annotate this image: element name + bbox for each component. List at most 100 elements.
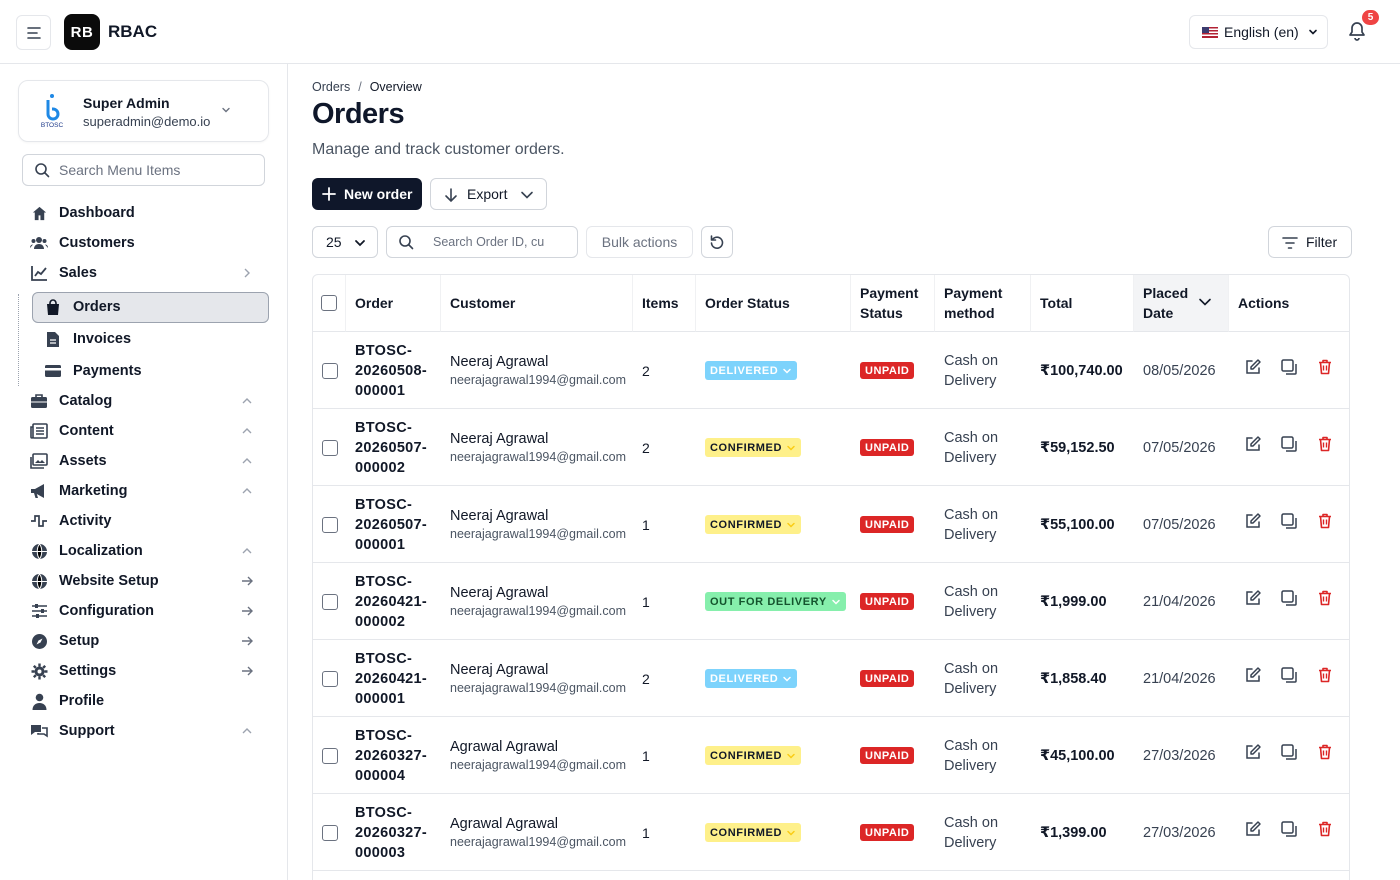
order-id[interactable]: BTOSC- 20260421- 000001 [355, 649, 427, 709]
sidebar-item-website-setup[interactable]: Website Setup [30, 569, 262, 593]
sidebar-item-profile[interactable]: Profile [30, 689, 262, 713]
menu-search-input[interactable]: Search Menu Items [22, 154, 265, 186]
refresh-button[interactable] [701, 226, 733, 258]
filter-button[interactable]: Filter [1268, 226, 1352, 258]
delete-icon[interactable] [1316, 666, 1334, 684]
table-row[interactable]: BTOSC- 20260421- 000001 Neeraj Agrawal neera… [313, 640, 1349, 717]
order-id-cell[interactable]: BTOSC- 20260327- 000003 [346, 794, 441, 871]
duplicate-icon[interactable] [1280, 743, 1298, 761]
order-status-dropdown[interactable]: CONFIRMED [705, 823, 802, 842]
table-row[interactable]: BTOSC- 20260507- 000001 Neeraj Agrawal neera… [313, 486, 1349, 563]
order-id[interactable]: BTOSC- 20260507- 000001 [355, 495, 427, 555]
order-status-dropdown[interactable]: OUT FOR DELIVERY [705, 592, 846, 611]
order-id-cell[interactable]: BTOSC- 20260508- 000001 [346, 332, 441, 409]
duplicate-icon[interactable] [1280, 512, 1298, 530]
order-status-dropdown[interactable]: CONFIRMED [705, 746, 802, 765]
user-card[interactable]: BTOSC Super Admin superadmin@demo.io [18, 80, 269, 142]
sidebar-item-assets[interactable]: Assets [30, 449, 262, 473]
per-page-select[interactable]: 25 [312, 226, 378, 258]
order-id[interactable]: BTOSC- 20260421- 000002 [355, 572, 427, 632]
delete-icon[interactable] [1316, 820, 1334, 838]
sidebar-item-invoices[interactable]: Invoices [44, 327, 131, 351]
sidebar-item-orders[interactable]: Orders [44, 295, 121, 319]
column-header-payment-method[interactable]: Payment method [935, 275, 1031, 332]
order-id-cell[interactable]: BTOSC- 20260507- 000001 [346, 486, 441, 563]
table-row[interactable]: BTOSC- 20260421- 000002 Neeraj Agrawal neera… [313, 563, 1349, 640]
edit-icon[interactable] [1244, 666, 1262, 684]
sidebar-item-configuration[interactable]: Configuration [30, 599, 262, 623]
duplicate-icon[interactable] [1280, 435, 1298, 453]
edit-icon[interactable] [1244, 743, 1262, 761]
sidebar-item-marketing[interactable]: Marketing [30, 479, 262, 503]
delete-icon[interactable] [1316, 358, 1334, 376]
column-header-customer[interactable]: Customer [441, 275, 633, 332]
row-checkbox[interactable] [321, 516, 338, 533]
column-header-payment-status[interactable]: Payment Status [851, 275, 935, 332]
sidebar-item-dashboard[interactable]: Dashboard [30, 201, 262, 225]
duplicate-icon[interactable] [1280, 358, 1298, 376]
duplicate-icon[interactable] [1280, 589, 1298, 607]
sidebar-item-settings[interactable]: Settings [30, 659, 262, 683]
images-icon [30, 452, 48, 470]
order-id[interactable]: BTOSC- 20260327- 000004 [355, 726, 427, 786]
delete-icon[interactable] [1316, 512, 1334, 530]
sidebar-item-sales[interactable]: Sales [30, 261, 262, 285]
order-search-input[interactable]: Search Order ID, cu [386, 226, 578, 258]
order-status-dropdown[interactable]: CONFIRMED [705, 515, 802, 534]
sidebar-item-payments[interactable]: Payments [44, 359, 142, 383]
edit-icon[interactable] [1244, 358, 1262, 376]
column-header-items[interactable]: Items [633, 275, 696, 332]
sidebar-item-localization[interactable]: Localization [30, 539, 262, 563]
delete-icon[interactable] [1316, 743, 1334, 761]
table-row[interactable]: BTOSC- 20260327- 000003 Agrawal Agrawal neer… [313, 794, 1349, 871]
sidebar-item-activity[interactable]: Activity [30, 509, 262, 533]
edit-icon[interactable] [1244, 435, 1262, 453]
select-all-checkbox[interactable] [321, 295, 337, 311]
column-header-order-status[interactable]: Order Status [696, 275, 851, 332]
delete-icon[interactable] [1316, 589, 1334, 607]
order-status-dropdown[interactable]: CONFIRMED [705, 438, 802, 457]
order-status-dropdown[interactable]: DELIVERED [705, 669, 798, 688]
edit-icon[interactable] [1244, 589, 1262, 607]
order-status-dropdown[interactable]: DELIVERED [705, 361, 798, 380]
duplicate-icon[interactable] [1280, 820, 1298, 838]
app-logo[interactable]: RB [64, 14, 100, 50]
column-header-total[interactable]: Total [1031, 275, 1134, 332]
order-id[interactable]: BTOSC- 20260507- 000002 [355, 418, 427, 478]
row-checkbox[interactable] [321, 439, 338, 456]
menu-toggle-button[interactable] [16, 15, 51, 50]
row-checkbox[interactable] [321, 593, 338, 610]
bulk-actions-button[interactable]: Bulk actions [586, 226, 693, 258]
order-id-cell[interactable]: BTOSC- 20260421- 000001 [346, 640, 441, 717]
order-id[interactable]: BTOSC- 20260327- 000003 [355, 803, 427, 863]
sidebar-item-customers[interactable]: Customers [30, 231, 262, 255]
row-checkbox[interactable] [321, 670, 338, 687]
row-checkbox[interactable] [321, 747, 338, 764]
table-row[interactable]: BTOSC- 20260327- 000004 Agrawal Agrawal neer… [313, 717, 1349, 794]
order-id-cell[interactable]: BTOSC- 20260507- 000002 [346, 409, 441, 486]
bell-icon[interactable] [1345, 20, 1369, 44]
order-id-cell[interactable]: BTOSC- 20260421- 000002 [346, 563, 441, 640]
export-button[interactable]: Export [430, 178, 547, 210]
delete-icon[interactable] [1316, 435, 1334, 453]
edit-icon[interactable] [1244, 820, 1262, 838]
sidebar-item-setup[interactable]: Setup [30, 629, 262, 653]
column-header-order[interactable]: Order [346, 275, 441, 332]
table-row[interactable]: BTOSC- 20260507- 000002 Neeraj Agrawal neera… [313, 409, 1349, 486]
language-select[interactable]: English (en) [1189, 15, 1328, 49]
table-row[interactable]: BTOSC- 20260508- 000001 Neeraj Agrawal neera… [313, 332, 1349, 409]
row-checkbox[interactable] [321, 362, 338, 379]
new-order-button[interactable]: New order [312, 178, 422, 210]
row-checkbox[interactable] [321, 824, 338, 841]
customer-cell: Neeraj Agrawal neerajagrawal1994@gmail.co… [441, 640, 633, 717]
sidebar-item-content[interactable]: Content [30, 419, 262, 443]
edit-icon[interactable] [1244, 512, 1262, 530]
duplicate-icon[interactable] [1280, 666, 1298, 684]
sidebar-item-support[interactable]: Support [30, 719, 262, 743]
order-id-cell[interactable]: BTOSC- 20260327- 000004 [346, 717, 441, 794]
breadcrumb-link-orders[interactable]: Orders [312, 80, 351, 94]
sidebar-item-catalog[interactable]: Catalog [30, 389, 262, 413]
order-id[interactable]: BTOSC- 20260508- 000001 [355, 341, 427, 401]
column-header-placed-date[interactable]: Placed Date [1134, 275, 1229, 332]
user-email: superadmin@demo.io [83, 114, 211, 129]
